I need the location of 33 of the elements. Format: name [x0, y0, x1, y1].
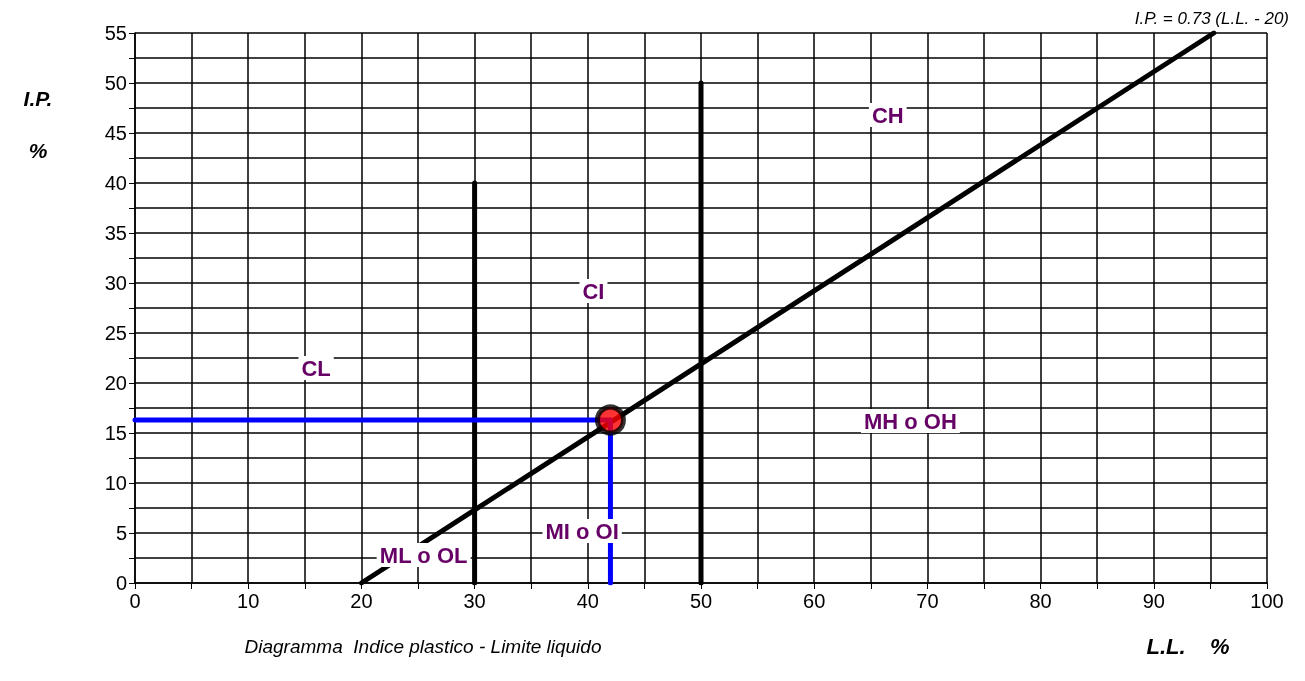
annotation: MI o OI — [545, 518, 619, 544]
y-tick-label: 10 — [104, 472, 127, 494]
annotation: CI — [582, 278, 605, 304]
y-tick-label: 25 — [104, 322, 127, 344]
y-tick-label: 15 — [104, 422, 127, 444]
y-tick-label: 40 — [104, 172, 127, 194]
y-tick-label: 0 — [115, 572, 127, 594]
x-tick-label: 80 — [1029, 590, 1052, 612]
text: I.P. = 0.73 (L.L. - 20) — [1134, 9, 1290, 28]
x-tick-label: 60 — [803, 590, 826, 612]
y-tick-label: 45 — [104, 122, 127, 144]
x-tick-label: 50 — [689, 590, 713, 612]
x-tick-label: 30 — [463, 590, 486, 612]
y-tick-label: 30 — [104, 272, 127, 294]
y-tick-label: 50 — [104, 72, 127, 94]
annotation: CH — [871, 102, 904, 128]
y-tick-label: 5 — [115, 522, 127, 544]
text: I.P. % — [23, 86, 53, 162]
x-tick-label: 90 — [1142, 590, 1165, 612]
x-tick-label: 70 — [916, 590, 939, 612]
x-tick-label: 0 — [129, 590, 141, 612]
y-tick-label: 35 — [104, 222, 127, 244]
text: Diagramma Indice plastico - Limite liquido — [244, 635, 602, 657]
x-axis-title: L.L. % — [1146, 633, 1230, 659]
x-tick-label: 20 — [350, 590, 373, 612]
y-tick-label: 55 — [104, 22, 127, 44]
x-tick-label: 100 — [1250, 590, 1284, 612]
x-tick-label: 40 — [576, 590, 599, 612]
annotation: CL — [301, 355, 331, 381]
x-tick-label: 10 — [237, 590, 260, 612]
annotation: ML o OL — [379, 542, 468, 568]
annotation: MH o OH — [863, 408, 957, 434]
y-tick-label: 20 — [104, 372, 127, 394]
